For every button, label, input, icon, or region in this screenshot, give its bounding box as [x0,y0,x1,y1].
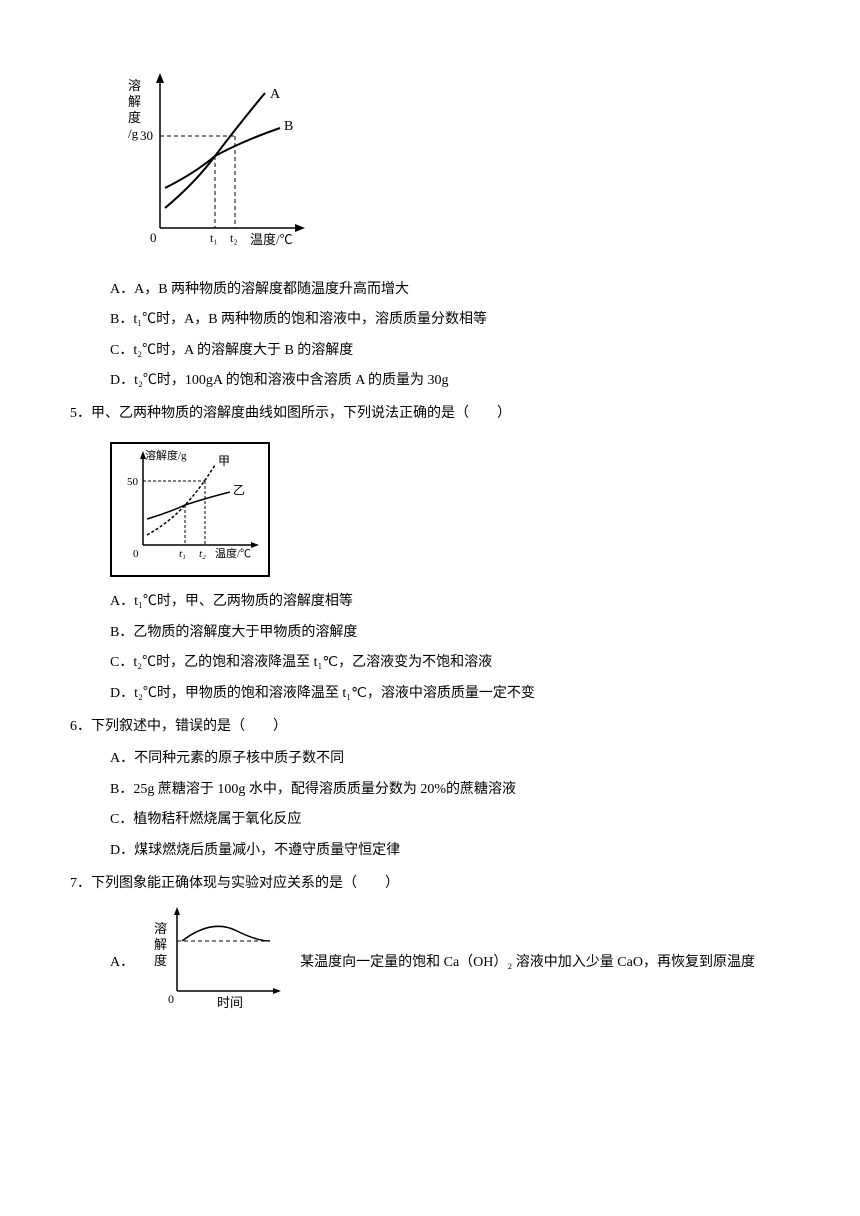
chart2-figure: 溶解度/g 50 甲 乙 0 t₁ t₂ 温度/℃ [110,442,270,578]
chart3-origin: 0 [168,992,174,1006]
chart2-origin: 0 [133,548,139,560]
q5-option-a: A．t₁℃时，甲、乙两物质的溶解度相等 [110,589,810,616]
chart3-x-label: 时间 [217,995,243,1010]
chart2-t1: t₁ [179,548,186,560]
q4-option-a: A．A，B 两种物质的溶解度都随温度升高而增大 [110,277,810,304]
chart2-svg: 溶解度/g 50 甲 乙 0 t₁ t₂ 温度/℃ [115,447,265,562]
series-a-label: A [270,87,281,102]
y-label-4: /g [128,126,139,141]
series-b-label: B [284,119,293,134]
y-label-1: 溶 [128,78,141,93]
y-label-3: 度 [128,110,141,125]
q4-option-b: B．t₁℃时，A，B 两种物质的饱和溶液中，溶质质量分数相等 [110,307,810,334]
y-tick-30: 30 [140,128,153,143]
chart2-t2: t₂ [199,548,206,560]
q4-options: A．A，B 两种物质的溶解度都随温度升高而增大 B．t₁℃时，A，B 两种物质的… [110,277,810,395]
q4-option-d: D．t₂℃时，100gA 的饱和溶液中含溶质 A 的质量为 30g [110,368,810,395]
q5-option-c: C．t₂℃时，乙的饱和溶液降温至 t₁℃，乙溶液变为不饱和溶液 [110,650,810,677]
chart1-svg: 溶 解 度 /g 30 A B 0 t₁ t₂ 温度/℃ [110,68,320,258]
q5-options: A．t₁℃时，甲、乙两物质的溶解度相等 B．乙物质的溶解度大于甲物质的溶解度 C… [110,589,810,707]
chart2-y-tick: 50 [127,476,139,488]
chart3-y3: 度 [154,953,167,968]
q7-option-a-text: 某温度向一定量的饱和 Ca（OH）₂ 溶液中加入少量 CaO，再恢复到原温度 [300,950,755,977]
x-axis-label: 温度/℃ [250,232,293,247]
q6-stem: 6．下列叙述中，错误的是（ ） [70,714,810,741]
q5-option-b: B．乙物质的溶解度大于甲物质的溶解度 [110,620,810,647]
chart3-y1: 溶 [154,921,167,936]
x-tick-t2: t₂ [230,231,238,245]
q6-option-d: D．煤球燃烧后质量减小，不遵守质量守恒定律 [110,838,810,865]
x-tick-t1: t₁ [210,231,218,245]
chart2-y-label: 溶解度/g [145,448,187,462]
q6-option-b: B．25g 蔗糖溶于 100g 水中，配得溶质质量分数为 20%的蔗糖溶液 [110,777,810,804]
q7-option-a-label: A． [110,950,134,977]
chart1-figure: 溶 解 度 /g 30 A B 0 t₁ t₂ 温度/℃ [110,68,810,269]
chart3-svg: 溶 解 度 0 时间 [142,903,292,1013]
q6-options: A．不同种元素的原子核中质子数不同 B．25g 蔗糖溶于 100g 水中，配得溶… [110,746,810,864]
origin-0: 0 [150,230,157,245]
q6-option-c: C．植物秸秆燃烧属于氧化反应 [110,807,810,834]
chart3-figure: 溶 解 度 0 时间 [142,903,292,1024]
q4-option-c: C．t₂℃时，A 的溶解度大于 B 的溶解度 [110,338,810,365]
y-label-2: 解 [128,94,141,109]
chart2-series-jia: 甲 [218,454,230,468]
chart3-y2: 解 [154,937,167,952]
chart2-series-yi: 乙 [233,483,245,497]
q7-stem: 7．下列图象能正确体现与实验对应关系的是（ ） [70,871,810,898]
q7-option-a-row: A． 溶 解 度 0 时间 某温度向一定量的饱和 Ca（OH）₂ 溶液中加入少量… [110,903,810,1024]
q5-stem: 5．甲、乙两种物质的溶解度曲线如图所示，下列说法正确的是（ ） [70,401,810,428]
q5-option-d: D．t₂℃时，甲物质的饱和溶液降温至 t₁℃，溶液中溶质质量一定不变 [110,681,810,708]
q6-option-a: A．不同种元素的原子核中质子数不同 [110,746,810,773]
chart2-x-label: 温度/℃ [215,546,251,560]
